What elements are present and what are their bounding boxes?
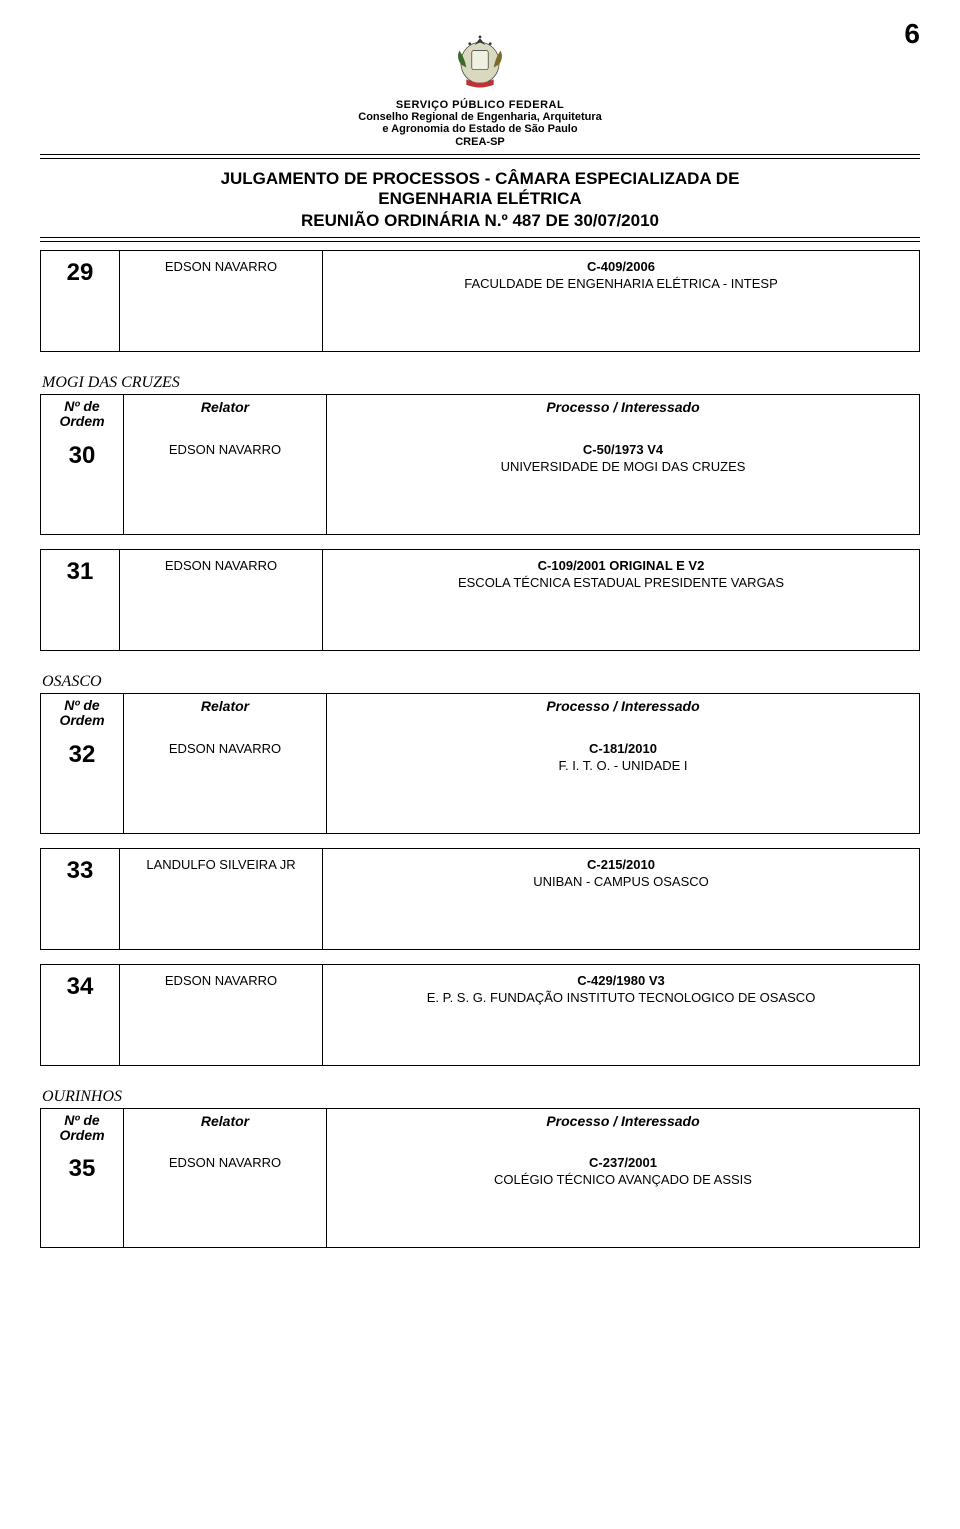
- entry-table: Nº de Ordem Relator Processo / Interessa…: [40, 394, 920, 535]
- process-code: C-109/2001 ORIGINAL E V2: [329, 558, 913, 573]
- col-header-ordem-l2: Ordem: [47, 414, 117, 429]
- process-code: C-215/2010: [329, 857, 913, 872]
- process-code: C-429/1980 V3: [329, 973, 913, 988]
- section-label-ourinhos: OURINHOS: [42, 1088, 920, 1106]
- title-line2: ENGENHARIA ELÉTRICA: [40, 189, 920, 209]
- process-cell: C-181/2010 F. I. T. O. - UNIDADE I: [327, 733, 920, 834]
- ordem-number: 35: [45, 1155, 119, 1183]
- ordem-number: 29: [45, 259, 115, 287]
- table-header-row: Nº de Ordem Relator Processo / Interessa…: [41, 1108, 920, 1147]
- letterhead: SERVIÇO PÚBLICO FEDERAL Conselho Regiona…: [40, 30, 920, 148]
- col-header-ordem-l1: Nº de: [47, 399, 117, 414]
- ordem-number: 34: [45, 973, 115, 1001]
- col-header-ordem-l1: Nº de: [47, 698, 117, 713]
- col-header-ordem-l1: Nº de: [47, 1113, 117, 1128]
- section-label-mogi: MOGI DAS CRUZES: [42, 374, 920, 392]
- process-party: UNIBAN - CAMPUS OSASCO: [329, 874, 913, 889]
- entry-table: 33 LANDULFO SILVEIRA JR C-215/2010 UNIBA…: [40, 848, 920, 950]
- process-party: F. I. T. O. - UNIDADE I: [333, 758, 913, 773]
- process-party: E. P. S. G. FUNDAÇÃO INSTITUTO TECNOLOGI…: [329, 990, 913, 1005]
- table-row: 29 EDSON NAVARRO C-409/2006 FACULDADE DE…: [41, 251, 920, 352]
- letterhead-line2: Conselho Regional de Engenharia, Arquite…: [40, 111, 920, 123]
- process-code: C-181/2010: [333, 741, 913, 756]
- relator-cell: EDSON NAVARRO: [120, 964, 323, 1065]
- process-party: ESCOLA TÉCNICA ESTADUAL PRESIDENTE VARGA…: [329, 575, 913, 590]
- process-party: FACULDADE DE ENGENHARIA ELÉTRICA - INTES…: [329, 276, 913, 291]
- title-line1: JULGAMENTO DE PROCESSOS - CÂMARA ESPECIA…: [40, 169, 920, 189]
- col-header-relator: Relator: [124, 1108, 327, 1147]
- letterhead-line3: e Agronomia do Estado de São Paulo: [40, 123, 920, 135]
- col-header-processo: Processo / Interessado: [327, 693, 920, 732]
- process-cell: C-50/1973 V4 UNIVERSIDADE DE MOGI DAS CR…: [327, 434, 920, 535]
- table-row: 33 LANDULFO SILVEIRA JR C-215/2010 UNIBA…: [41, 848, 920, 949]
- relator-cell: EDSON NAVARRO: [120, 549, 323, 650]
- table-row: 34 EDSON NAVARRO C-429/1980 V3 E. P. S. …: [41, 964, 920, 1065]
- col-header-ordem-l2: Ordem: [47, 713, 117, 728]
- col-header-processo: Processo / Interessado: [327, 395, 920, 434]
- process-code: C-409/2006: [329, 259, 913, 274]
- entry-table: 29 EDSON NAVARRO C-409/2006 FACULDADE DE…: [40, 250, 920, 352]
- letterhead-line1: SERVIÇO PÚBLICO FEDERAL: [40, 99, 920, 111]
- table-row: 30 EDSON NAVARRO C-50/1973 V4 UNIVERSIDA…: [41, 434, 920, 535]
- relator-cell: EDSON NAVARRO: [124, 733, 327, 834]
- process-party: UNIVERSIDADE DE MOGI DAS CRUZES: [333, 459, 913, 474]
- col-header-relator: Relator: [124, 395, 327, 434]
- entry-table: Nº de Ordem Relator Processo / Interessa…: [40, 693, 920, 834]
- entry-table: 34 EDSON NAVARRO C-429/1980 V3 E. P. S. …: [40, 964, 920, 1066]
- header-divider: [40, 154, 920, 159]
- table-header-row: Nº de Ordem Relator Processo / Interessa…: [41, 395, 920, 434]
- ordem-number: 31: [45, 558, 115, 586]
- title-line3: REUNIÃO ORDINÁRIA N.º 487 DE 30/07/2010: [40, 211, 920, 231]
- letterhead-line4: CREA-SP: [40, 136, 920, 148]
- title-divider: [40, 237, 920, 242]
- process-code: C-50/1973 V4: [333, 442, 913, 457]
- col-header-relator: Relator: [124, 693, 327, 732]
- table-row: 31 EDSON NAVARRO C-109/2001 ORIGINAL E V…: [41, 549, 920, 650]
- page-number: 6: [904, 18, 920, 50]
- col-header-processo: Processo / Interessado: [327, 1108, 920, 1147]
- process-cell: C-109/2001 ORIGINAL E V2 ESCOLA TÉCNICA …: [323, 549, 920, 650]
- section-label-osasco: OSASCO: [42, 673, 920, 691]
- process-cell: C-215/2010 UNIBAN - CAMPUS OSASCO: [323, 848, 920, 949]
- title-block: JULGAMENTO DE PROCESSOS - CÂMARA ESPECIA…: [40, 169, 920, 231]
- process-code: C-237/2001: [333, 1155, 913, 1170]
- process-cell: C-409/2006 FACULDADE DE ENGENHARIA ELÉTR…: [323, 251, 920, 352]
- process-party: COLÉGIO TÉCNICO AVANÇADO DE ASSIS: [333, 1172, 913, 1187]
- ordem-number: 32: [45, 741, 119, 769]
- table-header-row: Nº de Ordem Relator Processo / Interessa…: [41, 693, 920, 732]
- entry-table: Nº de Ordem Relator Processo / Interessa…: [40, 1108, 920, 1249]
- table-row: 35 EDSON NAVARRO C-237/2001 COLÉGIO TÉCN…: [41, 1147, 920, 1248]
- ordem-number: 33: [45, 857, 115, 885]
- relator-cell: EDSON NAVARRO: [124, 1147, 327, 1248]
- entry-table: 31 EDSON NAVARRO C-109/2001 ORIGINAL E V…: [40, 549, 920, 651]
- relator-cell: EDSON NAVARRO: [120, 251, 323, 352]
- table-row: 32 EDSON NAVARRO C-181/2010 F. I. T. O. …: [41, 733, 920, 834]
- coat-of-arms-icon: [445, 30, 515, 95]
- relator-cell: EDSON NAVARRO: [124, 434, 327, 535]
- process-cell: C-237/2001 COLÉGIO TÉCNICO AVANÇADO DE A…: [327, 1147, 920, 1248]
- process-cell: C-429/1980 V3 E. P. S. G. FUNDAÇÃO INSTI…: [323, 964, 920, 1065]
- relator-cell: LANDULFO SILVEIRA JR: [120, 848, 323, 949]
- col-header-ordem-l2: Ordem: [47, 1128, 117, 1143]
- ordem-number: 30: [45, 442, 119, 470]
